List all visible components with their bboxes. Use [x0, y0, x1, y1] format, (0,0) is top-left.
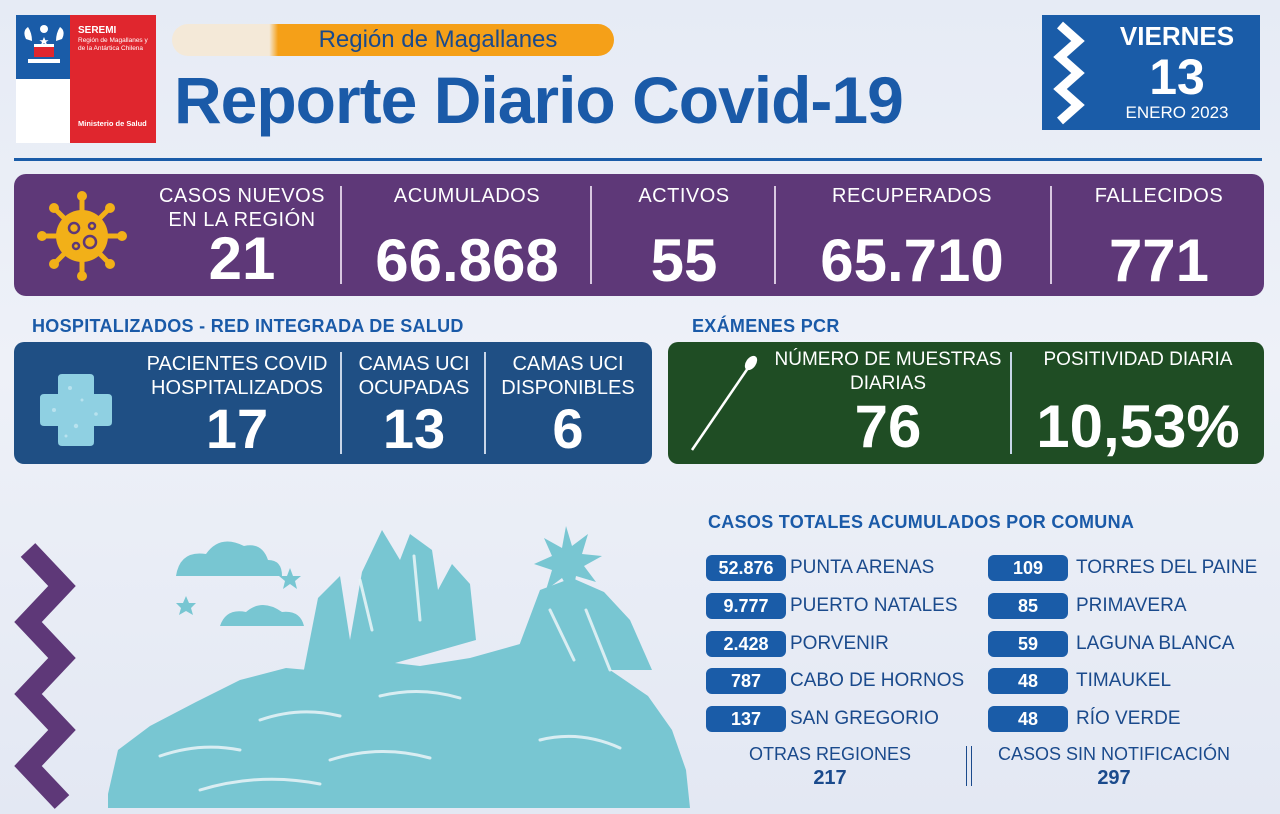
hospital-panel: PACIENTES COVID HOSPITALIZADOS 17 CAMAS … — [14, 342, 652, 464]
active-value: 55 — [650, 227, 718, 294]
comunas-section-title: CASOS TOTALES ACUMULADOS POR COMUNA — [708, 512, 1135, 532]
deceased-label: FALLECIDOS — [1094, 185, 1224, 207]
date-weekday: VIERNES — [1119, 21, 1235, 51]
pcr-positivity-value: 10,53% — [1036, 393, 1240, 460]
stat-divider — [774, 186, 776, 284]
date-month-year: ENERO 2023 — [1125, 103, 1229, 122]
comuna-count-badge: 48 — [988, 668, 1068, 694]
comuna-count-badge: 48 — [988, 706, 1068, 732]
hospitalized-label: PACIENTES COVID HOSPITALIZADOS — [146, 353, 328, 399]
comuna-count-badge: 52.876 — [706, 555, 786, 581]
stat-pcr-samples: NÚMERO DE MUESTRAS DIARIAS 76 — [768, 342, 1008, 464]
stat-uci-available: CAMAS UCI DISPONIBLES 6 — [488, 342, 648, 464]
comuna-count-badge: 137 — [706, 706, 786, 732]
accumulated-label: ACUMULADOS — [393, 185, 541, 207]
uci-occupied-label: CAMAS UCI OCUPADAS — [358, 353, 470, 399]
recovered-value: 65.710 — [820, 227, 1004, 294]
pcr-positivity-label: POSITIVIDAD DIARIA — [1043, 349, 1233, 370]
comuna-count-badge: 109 — [988, 555, 1068, 581]
uci-available-label: CAMAS UCI DISPONIBLES — [501, 353, 635, 399]
stats-panel: CASOS NUEVOS EN LA REGIÓN 21 ACUMULADOS … — [14, 174, 1264, 296]
pcr-swab-icon — [690, 355, 758, 451]
new-cases-value: 21 — [208, 225, 276, 292]
other-regions-value: 217 — [813, 767, 847, 789]
stat-pcr-positivity: POSITIVIDAD DIARIA 10,53% — [1014, 342, 1262, 464]
stat-recovered: RECUPERADOS 65.710 — [778, 174, 1046, 296]
stat-divider — [340, 352, 342, 454]
stat-new-cases: CASOS NUEVOS EN LA REGIÓN 21 — [144, 174, 340, 296]
active-label: ACTIVOS — [638, 185, 730, 207]
stat-divider — [484, 352, 486, 454]
comuna-count-badge: 787 — [706, 668, 786, 694]
region-label: Región de Magallanes — [172, 24, 614, 56]
deceased-value: 771 — [1108, 227, 1210, 294]
zigzag-decoration-icon — [1053, 21, 1085, 125]
new-cases-label: CASOS NUEVOS EN LA REGIÓN — [158, 185, 326, 231]
comuna-name: TORRES DEL PAINE — [1076, 557, 1258, 578]
comuna-name: RÍO VERDE — [1076, 708, 1181, 729]
stat-divider — [1050, 186, 1052, 284]
stat-accumulated: ACUMULADOS 66.868 — [344, 174, 590, 296]
stat-active: ACTIVOS 55 — [594, 174, 774, 296]
pcr-section-title: EXÁMENES PCR — [692, 316, 840, 336]
comuna-name: TIMAUKEL — [1076, 670, 1172, 691]
hospital-section-title: HOSPITALIZADOS - RED INTEGRADA DE SALUD — [32, 316, 464, 336]
stat-hospitalized: PACIENTES COVID HOSPITALIZADOS 17 — [134, 342, 340, 464]
comuna-name: LAGUNA BLANCA — [1076, 633, 1235, 654]
pcr-panel: NÚMERO DE MUESTRAS DIARIAS 76 POSITIVIDA… — [668, 342, 1264, 464]
no-notification-value: 297 — [1097, 767, 1131, 789]
torres-del-paine-mountains-illustration — [14, 526, 690, 809]
comuna-name: PUNTA ARENAS — [790, 557, 935, 578]
comuna-name: PORVENIR — [790, 633, 889, 654]
comuna-count-badge: 9.777 — [706, 593, 786, 619]
no-notification-label: CASOS SIN NOTIFICACIÓN — [997, 744, 1231, 764]
footer-divider — [966, 746, 972, 786]
logo-region-text: Región de Magallanes y de la Antártica C… — [78, 37, 148, 52]
seremi-logo: SEREMI Región de Magallanes y de la Antá… — [16, 15, 156, 143]
comuna-name: PRIMAVERA — [1076, 595, 1187, 616]
header-divider — [14, 158, 1262, 161]
comuna-name: CABO DE HORNOS — [790, 670, 965, 691]
logo-ministry: Ministerio de Salud — [78, 119, 147, 128]
uci-available-value: 6 — [552, 397, 584, 460]
chile-coat-of-arms-icon — [24, 25, 64, 63]
stat-divider — [590, 186, 592, 284]
pcr-samples-value: 76 — [854, 393, 922, 460]
hospitalized-value: 17 — [205, 397, 269, 460]
comuna-count-badge: 85 — [988, 593, 1068, 619]
virus-icon — [37, 191, 127, 281]
date-box: VIERNES 13 ENERO 2023 — [1042, 15, 1260, 130]
accumulated-value: 66.868 — [375, 227, 559, 294]
uci-occupied-value: 13 — [382, 397, 446, 460]
comuna-name: PUERTO NATALES — [790, 595, 958, 616]
stat-divider — [340, 186, 342, 284]
pcr-samples-label: NÚMERO DE MUESTRAS DIARIAS — [774, 349, 1002, 394]
medical-cross-icon — [40, 374, 112, 446]
recovered-label: RECUPERADOS — [832, 185, 992, 207]
logo-org: SEREMI — [78, 25, 117, 36]
stat-deceased: FALLECIDOS 771 — [1054, 174, 1264, 296]
stat-uci-occupied: CAMAS UCI OCUPADAS 13 — [344, 342, 484, 464]
comuna-name: SAN GREGORIO — [790, 708, 939, 729]
date-day: 13 — [1149, 49, 1205, 105]
page-title: Reporte Diario Covid-19 — [174, 63, 904, 137]
other-regions-label: OTRAS REGIONES — [748, 744, 912, 764]
comuna-count-badge: 2.428 — [706, 631, 786, 657]
stat-divider — [1010, 352, 1012, 454]
comuna-count-badge: 59 — [988, 631, 1068, 657]
